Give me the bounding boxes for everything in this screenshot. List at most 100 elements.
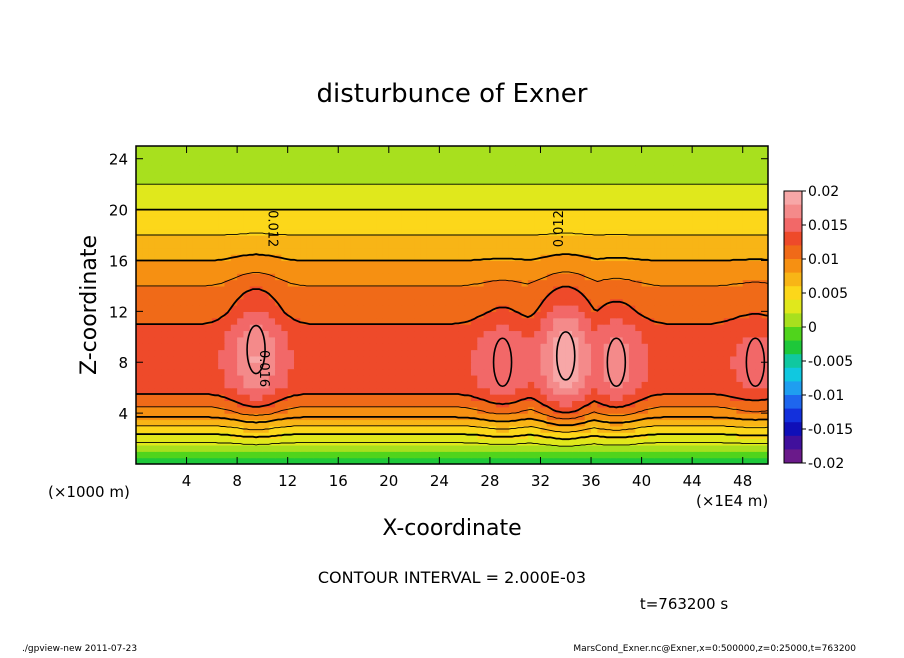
- field-cell: [628, 273, 636, 281]
- field-cell: [173, 196, 181, 204]
- field-cell: [546, 324, 554, 332]
- field-cell: [161, 368, 169, 376]
- field-cell: [572, 260, 579, 268]
- field-cell: [186, 158, 194, 166]
- field-cell: [477, 260, 485, 268]
- field-cell: [224, 171, 232, 179]
- field-cell: [565, 400, 573, 408]
- field-cell: [344, 451, 352, 459]
- field-cell: [180, 324, 188, 332]
- field-cell: [553, 260, 561, 268]
- field-cell: [268, 419, 276, 427]
- field-cell: [483, 451, 491, 459]
- field-cell: [344, 457, 352, 464]
- field-cell: [445, 241, 453, 249]
- field-cell: [199, 355, 207, 363]
- field-cell: [559, 432, 567, 440]
- field-cell: [218, 209, 226, 217]
- field-cell: [610, 158, 617, 166]
- field-cell: [426, 425, 434, 433]
- field-cell: [660, 343, 668, 351]
- field-cell: [154, 336, 162, 344]
- field-cell: [597, 343, 605, 351]
- field-cell: [565, 209, 573, 217]
- field-cell: [470, 222, 478, 230]
- field-cell: [717, 419, 725, 427]
- field-cell: [496, 177, 504, 185]
- field-cell: [711, 381, 719, 389]
- field-cell: [306, 273, 314, 281]
- field-cell: [338, 457, 346, 464]
- field-cell: [559, 368, 567, 376]
- field-cell: [553, 247, 561, 255]
- field-cell: [287, 285, 295, 293]
- field-cell: [199, 209, 207, 217]
- field-cell: [565, 355, 573, 363]
- field-cell: [224, 394, 232, 401]
- field-cell: [249, 235, 257, 242]
- field-cell: [180, 184, 188, 192]
- field-cell: [591, 165, 598, 173]
- field-cell: [572, 387, 579, 395]
- field-cell: [420, 324, 428, 332]
- field-cell: [382, 406, 390, 414]
- field-cell: [369, 457, 377, 464]
- field-cell: [350, 343, 358, 351]
- field-cell: [287, 438, 295, 446]
- field-cell: [420, 311, 428, 319]
- field-cell: [685, 374, 693, 382]
- field-cell: [534, 349, 542, 357]
- field-cell: [211, 432, 219, 440]
- field-cell: [401, 387, 409, 395]
- field-cell: [628, 158, 636, 166]
- field-cell: [395, 254, 403, 262]
- field-cell: [540, 260, 548, 268]
- field-cell: [268, 177, 276, 185]
- field-cell: [319, 324, 327, 332]
- field-cell: [761, 184, 768, 192]
- field-cell: [717, 298, 725, 306]
- field-cell: [692, 266, 700, 274]
- field-cell: [148, 190, 156, 198]
- field-cell: [666, 298, 674, 306]
- field-cell: [464, 222, 472, 230]
- field-cell: [470, 400, 478, 408]
- field-cell: [218, 158, 226, 166]
- field-cell: [597, 215, 605, 223]
- field-cell: [527, 349, 535, 357]
- field-cell: [256, 311, 263, 319]
- field-cell: [666, 247, 674, 255]
- field-cell: [433, 343, 440, 351]
- field-cell: [534, 266, 542, 274]
- field-cell: [692, 292, 700, 300]
- field-cell: [382, 444, 390, 452]
- field-cell: [344, 177, 352, 185]
- field-cell: [148, 215, 156, 223]
- field-cell: [445, 228, 453, 236]
- field-cell: [458, 247, 466, 255]
- field-cell: [508, 324, 516, 332]
- field-cell: [268, 279, 276, 287]
- field-cell: [369, 279, 377, 287]
- field-cell: [167, 215, 175, 223]
- field-cell: [654, 368, 662, 376]
- field-cell: [622, 444, 630, 452]
- field-cell: [660, 324, 668, 332]
- field-cell: [641, 209, 649, 217]
- field-cell: [597, 146, 605, 153]
- field-cell: [331, 355, 339, 363]
- field-cell: [395, 400, 403, 408]
- field-cell: [610, 432, 617, 440]
- field-cell: [142, 254, 150, 262]
- field-cell: [616, 266, 624, 274]
- field-cell: [344, 292, 352, 300]
- field-cell: [458, 165, 466, 173]
- field-cell: [578, 184, 586, 192]
- field-cell: [395, 451, 403, 459]
- field-cell: [723, 438, 731, 446]
- field-cell: [597, 196, 605, 204]
- field-cell: [742, 406, 750, 414]
- field-cell: [230, 228, 238, 236]
- field-cell: [414, 444, 421, 452]
- field-cell: [224, 266, 232, 274]
